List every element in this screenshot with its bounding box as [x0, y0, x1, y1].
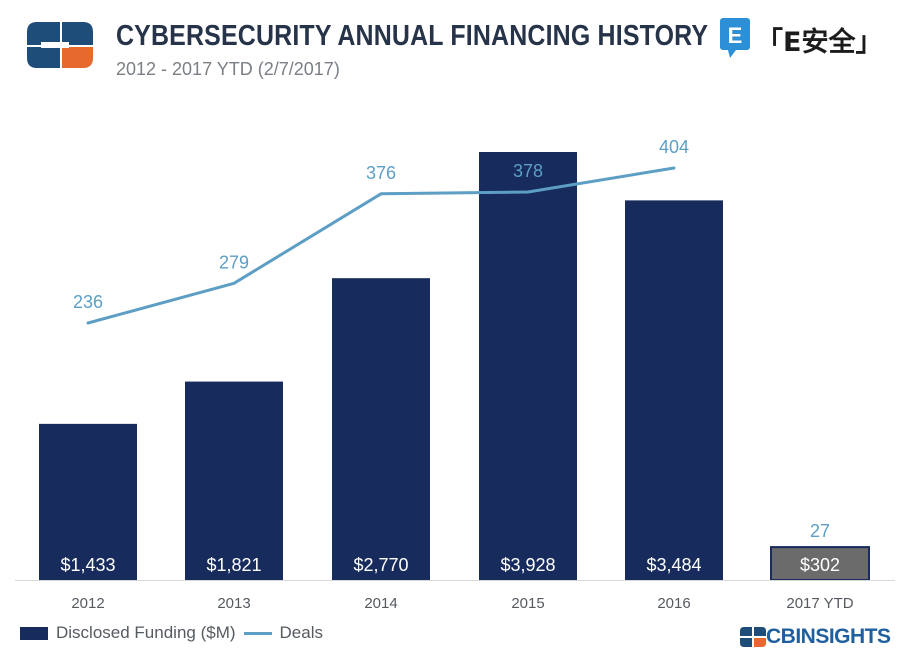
x-tick-label: 2012: [71, 595, 104, 612]
chart-subtitle: 2012 - 2017 YTD (2/7/2017): [116, 59, 340, 79]
deals-value-label: 404: [659, 137, 689, 157]
bar-2016: [625, 200, 723, 580]
x-tick-label: 2015: [511, 595, 544, 612]
eanquan-logo-text: 「E安全」: [756, 26, 876, 58]
deals-value-label: 236: [73, 292, 103, 312]
deals-line: [86, 166, 676, 325]
eanquan-badge-letter: E: [728, 23, 743, 48]
x-tick-label: 2014: [364, 595, 397, 612]
labels-layer: $1,433 $1,821 $2,770 $3,928 $3,484 $302: [60, 555, 840, 575]
cb-insights-footer-logo: CBINSIGHTS: [740, 624, 891, 650]
legend-deals-swatch: [243, 631, 272, 635]
legend-deals-label: Deals: [279, 623, 323, 642]
cb-insights-wordmark: CBINSIGHTS: [766, 625, 891, 648]
deals-value-label: 279: [219, 252, 249, 272]
bar-value-label: $1,821: [206, 555, 261, 575]
deals-value-label: 376: [366, 163, 396, 183]
cb-insights-small-icon: [740, 627, 766, 647]
bars-layer: [39, 152, 870, 582]
bar-2014: [332, 278, 430, 580]
eanquan-logo: E 「E安全」: [720, 18, 876, 58]
deals-line-layer: 236 279 376 378 404 27: [73, 137, 830, 541]
chart-title: CYBERSECURITY ANNUAL FINANCING HISTORY: [116, 20, 709, 52]
x-tick-label: 2016: [657, 595, 690, 612]
deals-value-label: 378: [513, 161, 543, 181]
bar-value-label: $302: [800, 555, 840, 575]
legend-funding-swatch: [20, 626, 48, 640]
bar-value-label: $3,928: [500, 555, 555, 575]
chart-legend: Disclosed Funding ($M) Deals: [20, 621, 323, 645]
bar-2015: [479, 152, 577, 580]
legend-funding-label: Disclosed Funding ($M): [56, 623, 236, 642]
bar-2017-ytd: [770, 546, 870, 582]
x-tick-label: 2013: [217, 595, 250, 612]
chart-header: CYBERSECURITY ANNUAL FINANCING HISTORY 2…: [0, 0, 909, 90]
cb-insights-icon: [27, 22, 93, 68]
x-tick-label: 2017 YTD: [786, 595, 853, 612]
bar-2013: [185, 381, 283, 580]
bar-value-label: $1,433: [60, 555, 115, 575]
deals-value-label: 27: [810, 521, 830, 541]
bar-value-label: $3,484: [646, 555, 701, 575]
x-tick-labels: 2012 2013 2014 2015 2016 2017 YTD: [71, 595, 853, 612]
bar-2012: [39, 423, 137, 580]
bar-value-label: $2,770: [353, 555, 408, 575]
